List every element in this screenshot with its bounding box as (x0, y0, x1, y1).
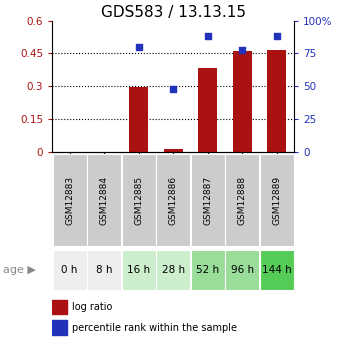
Bar (122, 155, 155, 246)
Bar (53, 155, 87, 246)
Bar (129, 87, 148, 152)
Bar (191, 250, 225, 290)
Bar (260, 250, 294, 290)
Bar (52, 320, 67, 335)
Text: log ratio: log ratio (72, 302, 112, 312)
Bar (225, 250, 259, 290)
Text: 0 h: 0 h (62, 265, 78, 275)
Bar (164, 149, 183, 152)
Bar (267, 50, 286, 152)
Bar (87, 250, 121, 290)
Point (171, 86, 176, 92)
Point (274, 34, 280, 39)
Text: GSM12885: GSM12885 (134, 176, 143, 225)
Text: 8 h: 8 h (96, 265, 113, 275)
Point (136, 44, 141, 50)
Bar (225, 155, 259, 246)
Bar (156, 155, 190, 246)
Bar (198, 68, 217, 152)
Text: GSM12887: GSM12887 (203, 176, 212, 225)
Bar (156, 250, 190, 290)
Bar (260, 155, 294, 246)
Text: 144 h: 144 h (262, 265, 292, 275)
Bar (53, 250, 87, 290)
Text: GSM12886: GSM12886 (169, 176, 178, 225)
Text: GSM12884: GSM12884 (100, 176, 109, 225)
Bar (122, 250, 155, 290)
Bar (87, 155, 121, 246)
Bar (233, 51, 252, 152)
Text: GSM12889: GSM12889 (272, 176, 281, 225)
Text: GSM12883: GSM12883 (65, 176, 74, 225)
Bar (52, 299, 67, 314)
Point (240, 47, 245, 52)
Title: GDS583 / 13.13.15: GDS583 / 13.13.15 (101, 4, 246, 20)
Text: GSM12888: GSM12888 (238, 176, 247, 225)
Text: age ▶: age ▶ (3, 265, 36, 275)
Text: 52 h: 52 h (196, 265, 219, 275)
Text: 96 h: 96 h (231, 265, 254, 275)
Bar (191, 155, 225, 246)
Text: percentile rank within the sample: percentile rank within the sample (72, 323, 237, 333)
Point (205, 34, 211, 39)
Text: 28 h: 28 h (162, 265, 185, 275)
Text: 16 h: 16 h (127, 265, 150, 275)
